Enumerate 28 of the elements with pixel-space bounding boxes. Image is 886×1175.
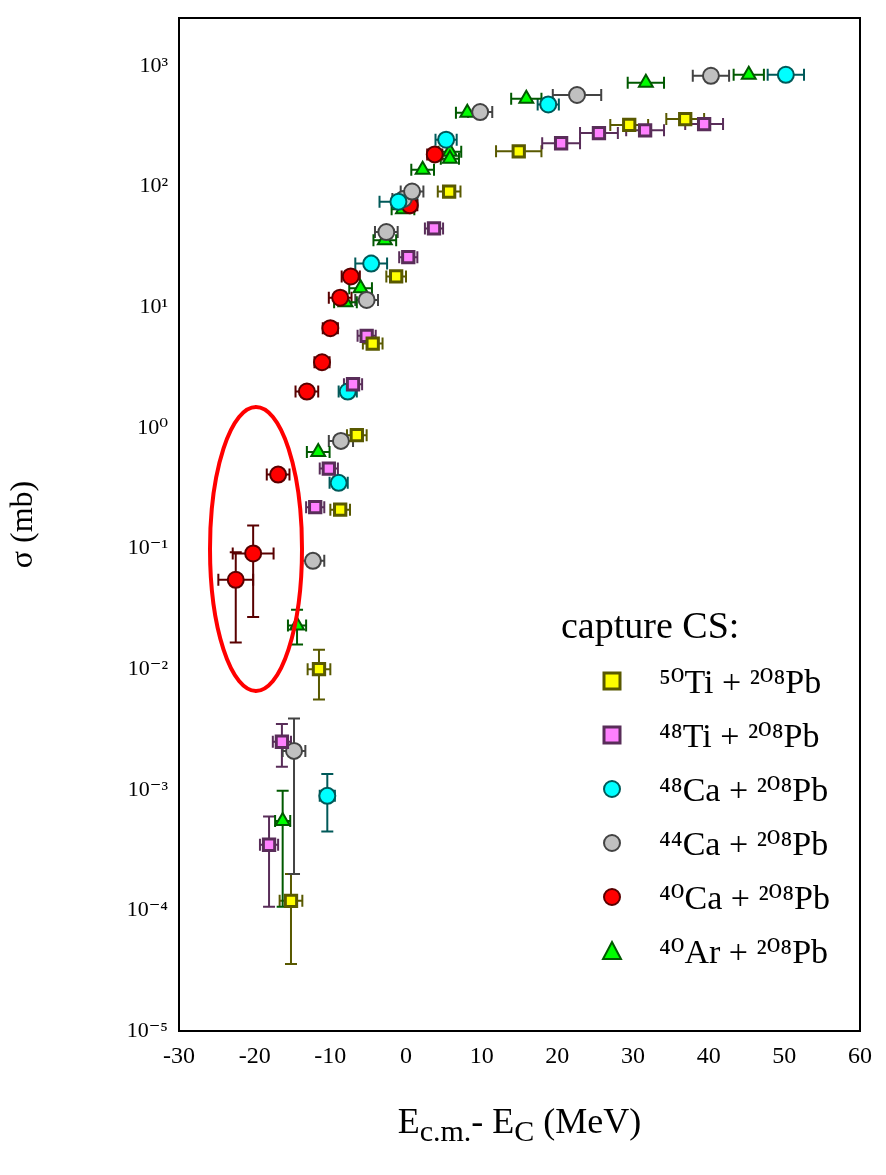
y-tick-label: 10⁰ bbox=[137, 413, 169, 439]
x-tick-label: -10 bbox=[314, 1041, 347, 1068]
legend-label: ⁴⁸Ti + ²⁰⁸Pb bbox=[658, 716, 820, 755]
legend-label: ⁴⁰Ar + ²⁰⁸Pb bbox=[658, 932, 829, 971]
x-axis-title: E$_{c.m.}$- E$_{C}$ (MeV) bbox=[396, 1100, 643, 1149]
x-tick-label: 60 bbox=[848, 1041, 872, 1068]
x-tick-label: -20 bbox=[238, 1041, 271, 1068]
legend-title: capture CS: bbox=[560, 603, 741, 647]
x-tick-label: 50 bbox=[772, 1041, 797, 1068]
y-tick-label: 10⁻³ bbox=[127, 775, 169, 801]
y-tick-label: 10⁻⁵ bbox=[126, 1016, 168, 1042]
x-tick-label: 10 bbox=[469, 1041, 494, 1068]
y-tick-label: 10² bbox=[139, 172, 169, 198]
x-tick-label: -30 bbox=[163, 1041, 195, 1068]
y-tick-label: 10⁻¹ bbox=[127, 534, 168, 560]
y-axis-title: σ (mb) bbox=[2, 480, 39, 569]
x-tick-label: 40 bbox=[696, 1041, 721, 1068]
y-tick-label: 10⁻² bbox=[127, 654, 169, 680]
y-tick-label: 10³ bbox=[139, 51, 169, 77]
legend-label: ⁵⁰Ti + ²⁰⁸Pb bbox=[658, 662, 822, 701]
x-tick-label: 20 bbox=[545, 1041, 570, 1068]
x-tick-label: 30 bbox=[621, 1041, 645, 1068]
y-tick-label: 10⁻⁴ bbox=[126, 896, 169, 922]
legend-label: ⁴⁸Ca + ²⁰⁸Pb bbox=[658, 770, 829, 809]
legend-label: ⁴⁰Ca + ²⁰⁸Pb bbox=[658, 878, 830, 917]
legend-label: ⁴⁴Ca + ²⁰⁸Pb bbox=[658, 824, 829, 863]
x-tick-label: 0 bbox=[400, 1041, 412, 1068]
y-tick-label: 10¹ bbox=[139, 293, 168, 319]
